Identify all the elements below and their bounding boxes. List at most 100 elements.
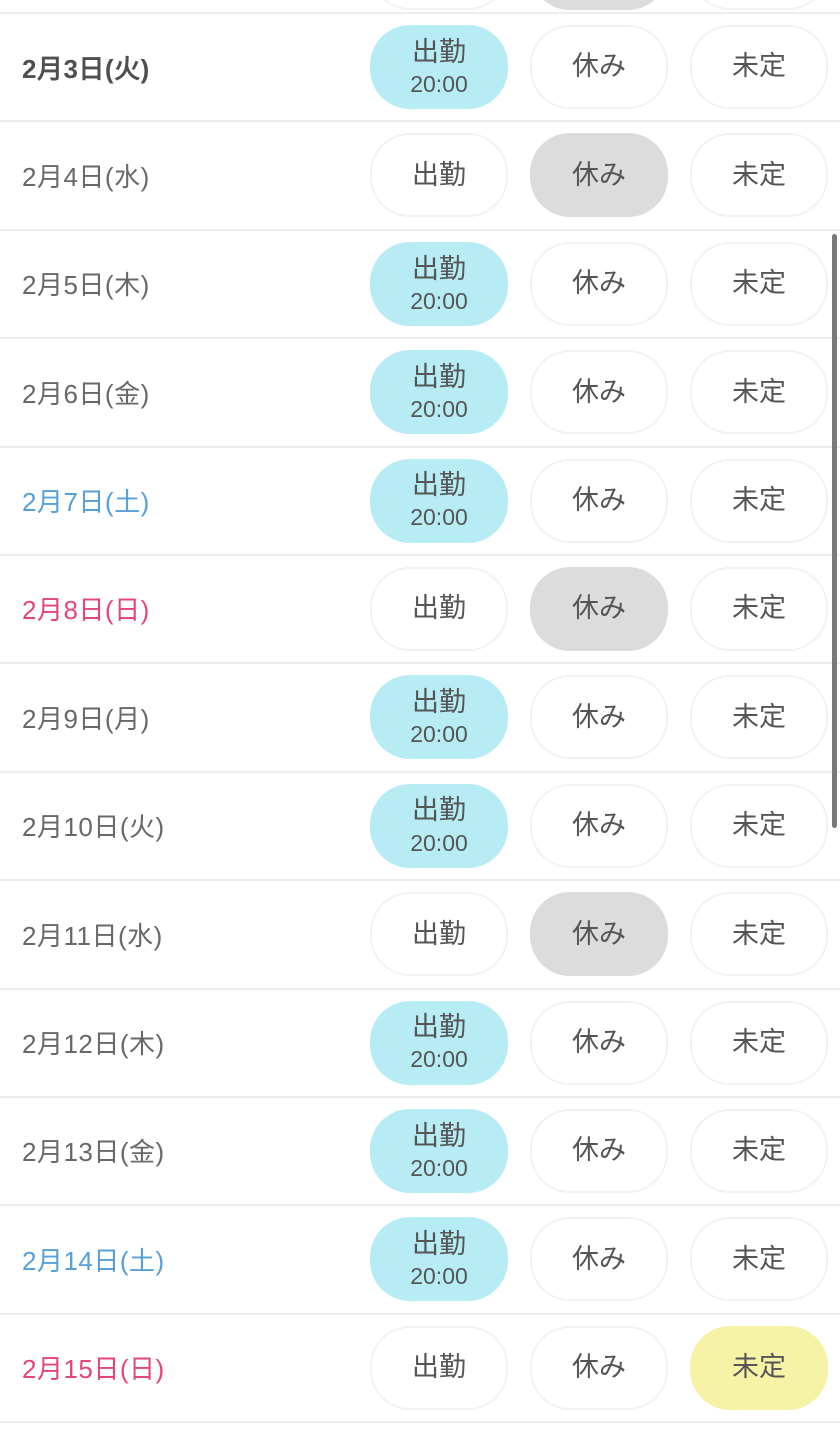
schedule-row: 2月8日(日) 出勤 休み 未定: [0, 555, 840, 665]
undecided-button[interactable]: 未定: [690, 133, 828, 218]
work-button[interactable]: 出勤 20:00: [370, 1217, 508, 1302]
work-button[interactable]: 出勤 20:00: [370, 241, 508, 326]
work-time-label: 20:00: [410, 395, 468, 422]
date-label: 2月12日(木): [22, 1029, 165, 1060]
schedule-row: 2月14日(土) 出勤 20:00 休み 未定: [0, 1206, 840, 1315]
work-button[interactable]: 出勤 20:00: [370, 458, 508, 543]
date-label: 2月4日(水): [22, 161, 150, 192]
date-label: 2月7日(土): [22, 487, 150, 518]
work-button-label: 出勤: [412, 1352, 466, 1383]
undecided-button[interactable]: 未定: [690, 1325, 828, 1410]
off-button-label: 休み: [572, 1135, 626, 1166]
off-button-label: 休み: [572, 51, 626, 82]
undecided-button[interactable]: 未定: [690, 1000, 828, 1085]
off-button[interactable]: 休み: [530, 350, 668, 435]
work-button-label: 出勤: [412, 36, 466, 67]
undecided-button[interactable]: 未定: [690, 458, 828, 543]
off-button-label: 休み: [572, 485, 626, 516]
work-button-label: 出勤: [412, 159, 466, 190]
schedule-row: 2月9日(月) 出勤 20:00 休み 未定: [0, 664, 840, 773]
work-button[interactable]: 出勤: [370, 566, 508, 651]
work-button[interactable]: 出勤 20:00: [370, 675, 508, 760]
work-button-label: 出勤: [412, 1012, 466, 1043]
work-button[interactable]: 出勤: [370, 1325, 508, 1410]
schedule-row: 2月5日(木) 出勤 20:00 休み 未定: [0, 230, 840, 340]
date-label: 2月9日(月): [22, 703, 150, 734]
undecided-button[interactable]: 未定: [690, 892, 828, 977]
schedule-row: 2月7日(土) 出勤 20:00 休み 未定: [0, 447, 840, 556]
off-button[interactable]: 休み: [530, 566, 668, 651]
undecided-button[interactable]: 未定: [690, 1217, 828, 1302]
schedule-row: 2月15日(日) 出勤 休み 未定: [0, 1314, 840, 1424]
work-time-label: 20:00: [410, 829, 468, 856]
off-button[interactable]: 休み: [530, 25, 668, 109]
undecided-button[interactable]: [690, 0, 828, 10]
schedule-row: 2月3日(火) 出勤 20:00 休み 未定: [0, 14, 840, 123]
work-button-label: 出勤: [412, 918, 466, 949]
off-button-label: 休み: [572, 1352, 626, 1383]
work-button-label: 出勤: [412, 253, 466, 284]
undecided-button-label: 未定: [732, 810, 786, 841]
off-button[interactable]: 休み: [530, 133, 668, 218]
off-button[interactable]: 休み: [530, 1325, 668, 1410]
work-button[interactable]: 出勤 20:00: [370, 25, 508, 109]
work-time-label: 20:00: [410, 721, 468, 748]
work-button[interactable]: 出勤 20:00: [370, 783, 508, 868]
off-button-label: 休み: [572, 159, 626, 190]
work-time-label: 20:00: [410, 70, 468, 97]
off-button[interactable]: 休み: [530, 458, 668, 543]
undecided-button-label: 未定: [732, 1352, 786, 1383]
off-button[interactable]: 休み: [530, 1217, 668, 1302]
work-button[interactable]: [370, 0, 508, 10]
undecided-button[interactable]: 未定: [690, 566, 828, 651]
undecided-button[interactable]: 未定: [690, 675, 828, 760]
scrollbar-thumb[interactable]: [832, 234, 837, 828]
undecided-button[interactable]: 未定: [690, 783, 828, 868]
off-button-label: 休み: [572, 810, 626, 841]
undecided-button-label: 未定: [732, 159, 786, 190]
schedule-row: 2月11日(水) 出勤 休み 未定: [0, 881, 840, 990]
work-time-label: 20:00: [410, 287, 468, 314]
schedule-row: 2月13日(金) 出勤 20:00 休み 未定: [0, 1097, 840, 1207]
undecided-button[interactable]: 未定: [690, 1108, 828, 1193]
off-button-label: 休み: [572, 268, 626, 299]
undecided-button-label: 未定: [732, 376, 786, 407]
work-button[interactable]: 出勤 20:00: [370, 1108, 508, 1193]
undecided-button[interactable]: 未定: [690, 25, 828, 109]
work-button[interactable]: 出勤: [370, 133, 508, 218]
off-button-label: 休み: [572, 701, 626, 732]
off-button-label: 休み: [572, 376, 626, 407]
off-button-label: 休み: [572, 593, 626, 624]
undecided-button-label: 未定: [732, 593, 786, 624]
undecided-button[interactable]: 未定: [690, 241, 828, 326]
undecided-button[interactable]: 未定: [690, 350, 828, 435]
off-button[interactable]: 休み: [530, 241, 668, 326]
undecided-button-label: 未定: [732, 1135, 786, 1166]
undecided-button-label: 未定: [732, 918, 786, 949]
date-label: 2月5日(木): [22, 270, 150, 301]
off-button[interactable]: 休み: [530, 892, 668, 977]
off-button[interactable]: [530, 0, 668, 10]
undecided-button-label: 未定: [732, 701, 786, 732]
date-label: 2月13日(金): [22, 1137, 165, 1168]
off-button[interactable]: 休み: [530, 1108, 668, 1193]
off-button[interactable]: 休み: [530, 675, 668, 760]
work-button[interactable]: 出勤: [370, 892, 508, 977]
off-button[interactable]: 休み: [530, 1000, 668, 1085]
work-button[interactable]: 出勤 20:00: [370, 350, 508, 435]
work-button-label: 出勤: [412, 1120, 466, 1151]
work-button-label: 出勤: [412, 795, 466, 826]
work-button-label: 出勤: [412, 470, 466, 501]
date-label: 2月3日(火): [22, 53, 150, 84]
work-button[interactable]: 出勤 20:00: [370, 1000, 508, 1085]
work-time-label: 20:00: [410, 1154, 468, 1181]
work-button-label: 出勤: [412, 687, 466, 718]
off-button[interactable]: 休み: [530, 783, 668, 868]
date-label: 2月15日(日): [22, 1354, 165, 1385]
work-time-label: 20:00: [410, 1046, 468, 1073]
date-label: 2月6日(金): [22, 378, 150, 409]
schedule-row-list: 2月3日(火) 出勤 20:00 休み 未定 2月4日(水) 出勤 休み 未定 …: [0, 14, 840, 1424]
date-label: 2月14日(土): [22, 1245, 165, 1276]
work-time-label: 20:00: [410, 504, 468, 531]
